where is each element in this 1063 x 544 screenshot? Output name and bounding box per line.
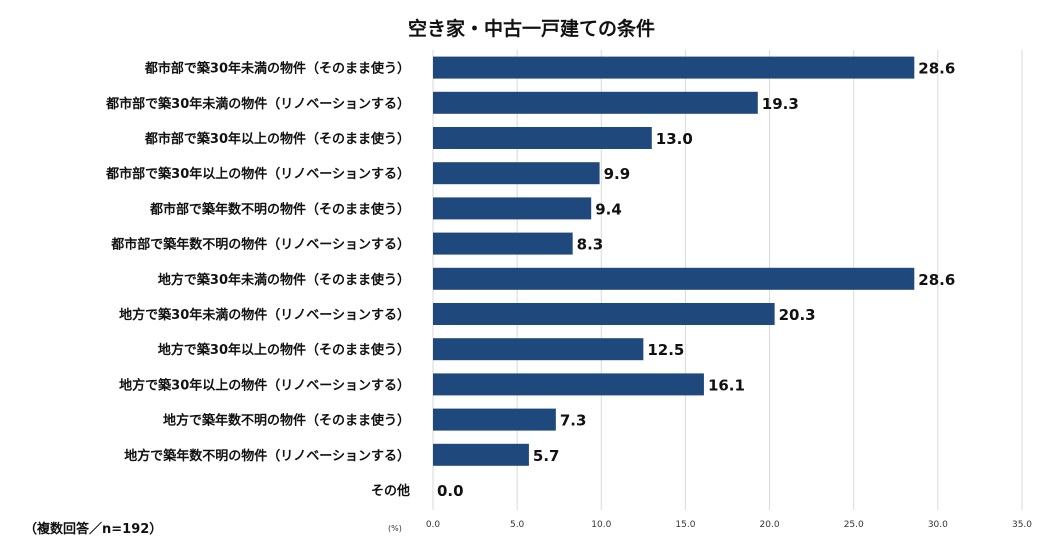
value-label: 0.0 [437,482,464,500]
category-label: その他 [371,483,410,499]
bar [433,197,592,220]
category-label: 地方で築30年未満の物件（そのまま使う） [158,272,410,288]
value-label: 5.7 [533,447,560,465]
x-tick-label: 30.0 [928,520,948,530]
x-tick-label: 25.0 [844,520,864,530]
x-tick-label: 5.0 [510,520,525,530]
chart-title: 空き家・中古一戸建ての条件 [407,18,655,40]
category-label: 地方で築年数不明の物件（そのまま使う） [163,413,410,429]
x-tick-label: 0.0 [426,520,441,530]
value-label: 28.6 [918,271,955,289]
category-label: 都市部で築年数不明の物件（そのまま使う） [149,201,410,217]
bar [433,56,915,79]
category-label: 都市部で築年数不明の物件（リノベーションする） [110,237,410,253]
category-label: 地方で築30年以上の物件（リノベーションする） [119,377,410,393]
bar [433,127,652,149]
category-label: 都市部で築30年以上の物件（そのまま使う） [144,131,410,147]
category-label: 都市部で築30年未満の物件（リノベーションする） [105,96,410,112]
category-label: 地方で築30年以上の物件（そのまま使う） [158,342,410,358]
bar [433,91,758,114]
bar [433,162,600,185]
bar [433,373,704,396]
bar [433,267,915,290]
x-tick-label: 20.0 [760,520,780,530]
bar [433,338,644,361]
category-label: 地方で築年数不明の物件（リノベーションする） [124,448,410,464]
value-label: 9.4 [595,200,622,218]
value-label: 28.6 [918,60,955,78]
respondent-note: （複数回答／n=192） [24,522,163,537]
unit-label: (%) [388,524,402,533]
x-tick-label: 35.0 [1012,520,1032,530]
value-label: 20.3 [779,306,816,324]
value-label: 8.3 [577,236,604,254]
bar [433,232,573,255]
bar [433,303,775,325]
bar [433,443,529,466]
category-label: 地方で築30年未満の物件（リノベーションする） [119,307,410,323]
category-label: 都市部で築30年以上の物件（リノベーションする） [105,166,410,182]
category-label: 都市部で築30年未満の物件（そのまま使う） [144,61,410,77]
value-label: 12.5 [647,341,684,359]
value-label: 7.3 [560,412,587,430]
x-tick-label: 10.0 [591,520,611,530]
value-label: 19.3 [762,95,799,113]
value-label: 9.9 [604,165,631,183]
value-label: 16.1 [708,376,745,394]
x-tick-label: 15.0 [675,520,695,530]
value-label: 13.0 [656,130,693,148]
bar [433,408,556,431]
